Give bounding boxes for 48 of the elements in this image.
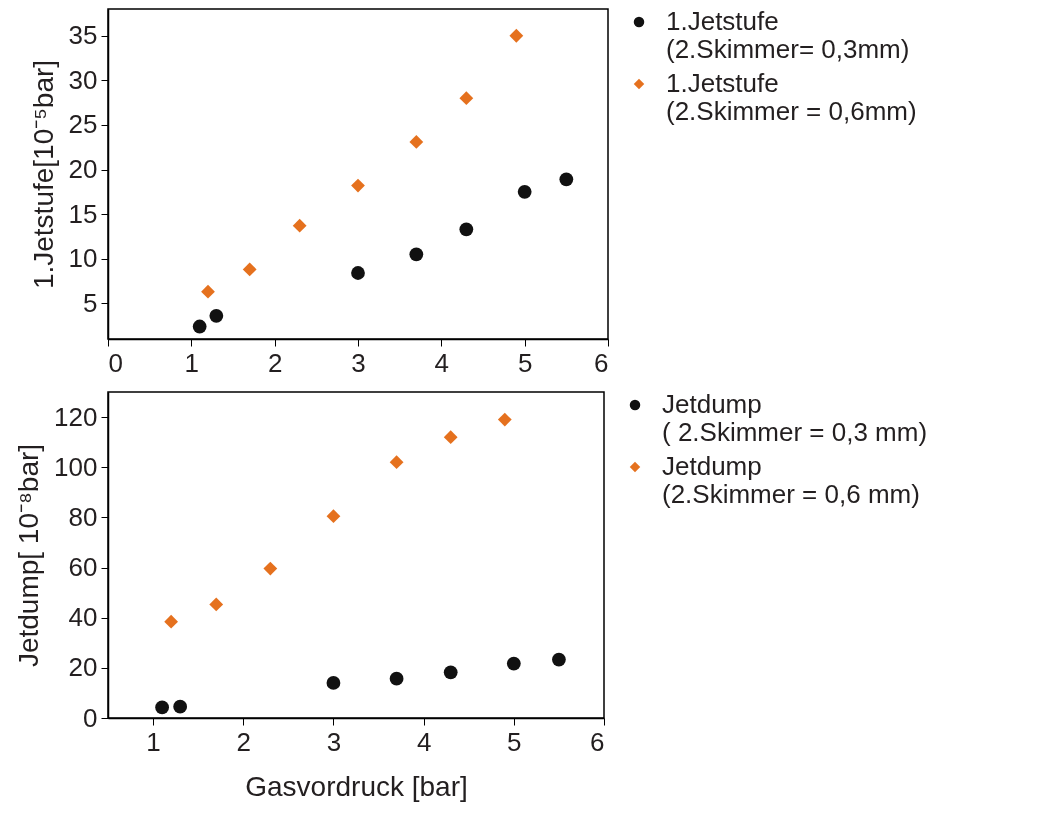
point <box>164 614 179 629</box>
y-tick-label: 80 <box>68 501 98 532</box>
point <box>552 652 566 667</box>
point <box>155 700 169 715</box>
point <box>497 412 512 427</box>
y-axis-title: 1.Jetstufe[10⁻⁵bar] <box>27 59 59 290</box>
x-tick-label: 1 <box>184 347 200 378</box>
legend-label: Jetdump (2.Skimmer = 0,6 mm) <box>662 451 920 509</box>
y-tick-label: 30 <box>68 64 98 95</box>
point <box>263 561 278 576</box>
point <box>326 676 341 690</box>
point <box>389 455 404 470</box>
y-tick-label: 20 <box>68 652 98 683</box>
y-tick-label: 20 <box>68 154 98 185</box>
point <box>173 699 188 714</box>
point <box>326 509 341 524</box>
legend-label: 1.Jetstufe (2.Skimmer= 0,3mm) <box>666 6 910 64</box>
x-tick-label: 2 <box>267 347 283 378</box>
x-axis-title: Gasvordruck [bar] <box>245 770 468 802</box>
point <box>389 671 404 686</box>
point <box>506 656 521 671</box>
x-tick-label: 5 <box>507 726 522 757</box>
y-tick-label: 0 <box>83 702 98 733</box>
y-tick-label: 25 <box>68 109 98 140</box>
x-tick-label: 4 <box>416 726 432 757</box>
y-tick-label: 15 <box>68 198 98 229</box>
x-tick-label: 2 <box>236 726 252 757</box>
x-tick-label: 1 <box>146 726 161 757</box>
y-tick-label: 40 <box>68 602 98 633</box>
point <box>209 597 224 612</box>
x-tick-label: 6 <box>594 347 609 378</box>
legend-label: 1.Jetstufe (2.Skimmer = 0,6mm) <box>666 68 917 126</box>
point <box>443 430 458 445</box>
y-tick-label: 10 <box>68 243 98 274</box>
x-tick-label: 6 <box>590 726 605 757</box>
y-tick-label: 100 <box>54 451 98 482</box>
x-tick-label: 5 <box>517 347 533 378</box>
x-tick-label: 3 <box>351 347 366 378</box>
x-tick-label: 4 <box>434 347 450 378</box>
y-axis-title: Jetdump[ 10⁻⁸bar] <box>13 443 45 668</box>
y-tick-label: 35 <box>68 20 98 51</box>
x-tick-label: 3 <box>326 726 342 757</box>
y-tick-label: 60 <box>68 552 98 583</box>
legend-label: Jetdump ( 2.Skimmer = 0,3 mm) <box>662 389 928 447</box>
y-tick-label: 5 <box>83 287 98 318</box>
x-tick-label: 0 <box>108 347 123 378</box>
y-tick-label: 120 <box>54 401 98 432</box>
point <box>443 665 458 680</box>
